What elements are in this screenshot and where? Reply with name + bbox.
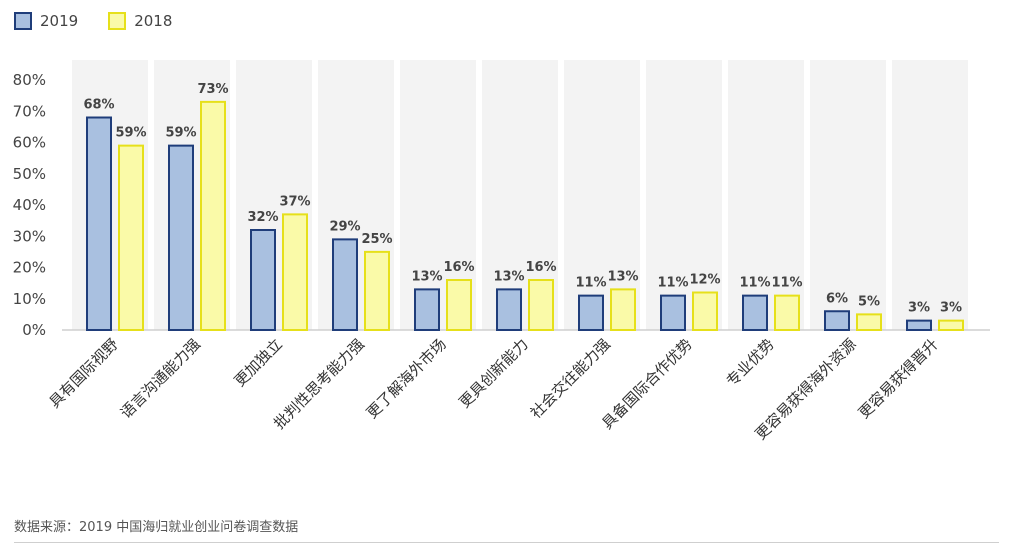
bar-2018 (774, 294, 800, 331)
data-label-2018: 73% (197, 82, 228, 97)
legend-label-2019: 2019 (40, 12, 79, 30)
y-tick-label: 10% (13, 290, 46, 308)
bar-2019 (742, 294, 768, 331)
legend-swatch-2018 (108, 12, 127, 30)
data-label-2019: 3% (908, 301, 930, 316)
y-tick-label: 20% (13, 259, 46, 277)
category-band (892, 60, 968, 330)
data-label-2018: 37% (279, 194, 310, 209)
x-category-label: 具有国际视野 (45, 335, 121, 411)
x-category-label: 批判性思考能力强 (270, 335, 368, 433)
data-label-2018: 3% (940, 301, 962, 316)
data-label-2019: 13% (411, 269, 442, 284)
data-label-2018: 16% (525, 260, 556, 275)
data-label-2019: 6% (826, 291, 848, 306)
bar-2019 (332, 238, 358, 331)
bar-2018 (364, 250, 390, 331)
x-category-label: 更容易获得晋升 (855, 335, 942, 422)
bar-2018 (200, 100, 226, 331)
bar-2018 (856, 313, 882, 331)
data-label-2019: 11% (739, 276, 770, 291)
x-category-label: 专业优势 (723, 335, 778, 390)
y-tick-label: 60% (13, 134, 46, 152)
bar-2019 (660, 294, 686, 331)
data-label-2018: 13% (607, 269, 638, 284)
bar-2019 (824, 310, 850, 331)
data-label-2019: 13% (493, 269, 524, 284)
bar-2019 (414, 288, 440, 331)
bottom-divider (14, 542, 999, 543)
y-tick-label: 80% (13, 71, 46, 89)
data-label-2018: 59% (115, 126, 146, 141)
bar-2018 (692, 291, 718, 331)
data-label-2018: 12% (689, 273, 720, 288)
bar-2018 (528, 279, 554, 331)
data-label-2019: 32% (247, 210, 278, 225)
legend-item-2019: 2019 (14, 12, 78, 30)
data-label-2018: 5% (858, 294, 880, 309)
data-label-2019: 59% (165, 126, 196, 141)
x-category-label: 更加独立 (231, 335, 286, 390)
bar-chart: 0%10%20%30%40%50%60%70%80%68%59%具有国际视野59… (13, 60, 990, 443)
category-band (564, 60, 640, 330)
x-category-label: 社会交往能力强 (527, 335, 614, 422)
bar-2018 (118, 144, 144, 331)
bar-2018 (282, 213, 308, 331)
y-tick-label: 50% (13, 165, 46, 183)
category-band (646, 60, 722, 330)
legend-label-2018: 2018 (134, 12, 173, 30)
legend-swatch-2019 (14, 12, 32, 30)
data-label-2018: 16% (443, 260, 474, 275)
category-band (728, 60, 804, 330)
data-label-2019: 29% (329, 219, 360, 234)
bar-2019 (86, 116, 112, 331)
x-category-label: 更了解海外市场 (363, 335, 450, 422)
bar-2019 (168, 144, 194, 331)
y-tick-label: 0% (22, 321, 46, 339)
category-band (810, 60, 886, 330)
x-category-label: 具备国际合作优势 (598, 335, 696, 433)
legend: 2019 2018 (14, 12, 202, 30)
y-tick-label: 30% (13, 227, 46, 245)
bar-2018 (938, 319, 964, 331)
y-tick-label: 70% (13, 102, 46, 120)
y-tick-label: 40% (13, 196, 46, 214)
x-category-label: 更具创新能力 (455, 335, 531, 411)
bar-2018 (610, 288, 636, 331)
data-label-2019: 11% (575, 276, 606, 291)
bar-2019 (250, 229, 276, 331)
bar-2019 (906, 319, 932, 331)
data-label-2018: 11% (771, 276, 802, 291)
data-label-2019: 11% (657, 276, 688, 291)
bar-2019 (578, 294, 604, 331)
legend-item-2018: 2018 (108, 12, 172, 30)
data-label-2018: 25% (361, 232, 392, 247)
bar-2019 (496, 288, 522, 331)
source-note: 数据来源：2019 中国海归就业创业问卷调查数据 (14, 520, 299, 535)
data-label-2019: 68% (83, 98, 114, 113)
x-category-label: 语言沟通能力强 (117, 335, 204, 422)
bar-2018 (446, 279, 472, 331)
